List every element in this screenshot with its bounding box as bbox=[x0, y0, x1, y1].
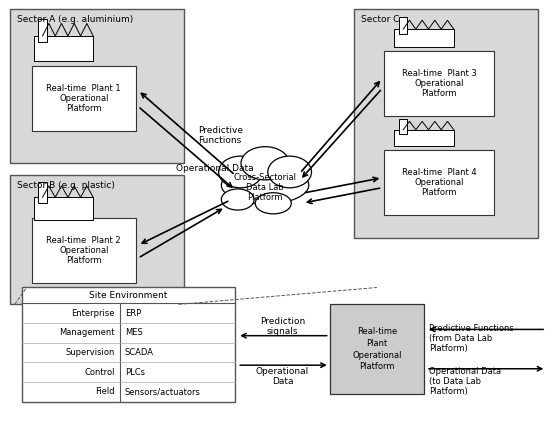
Text: Real-time: Real-time bbox=[357, 327, 397, 336]
Text: Operational: Operational bbox=[256, 367, 309, 376]
Text: Operational: Operational bbox=[414, 178, 464, 187]
Bar bbox=[399, 17, 408, 34]
Ellipse shape bbox=[268, 156, 311, 188]
Bar bbox=[10, 175, 184, 304]
Bar bbox=[394, 29, 454, 47]
Bar bbox=[329, 304, 424, 394]
Bar bbox=[39, 182, 47, 203]
Text: Operational: Operational bbox=[59, 246, 108, 255]
Bar bbox=[31, 66, 136, 130]
Text: Control: Control bbox=[85, 368, 115, 377]
Text: ERP: ERP bbox=[125, 309, 141, 318]
Text: Supervision: Supervision bbox=[65, 348, 115, 357]
Text: Management: Management bbox=[59, 328, 115, 338]
Text: Sensors/actuators: Sensors/actuators bbox=[125, 387, 201, 396]
Text: Operational: Operational bbox=[414, 79, 464, 88]
Text: Platform): Platform) bbox=[429, 344, 468, 353]
Bar bbox=[394, 130, 454, 146]
Text: Data Lab: Data Lab bbox=[246, 183, 284, 192]
Text: Platform): Platform) bbox=[429, 387, 468, 396]
Text: Sector A (e.g. aluminium): Sector A (e.g. aluminium) bbox=[16, 15, 133, 24]
Ellipse shape bbox=[221, 189, 254, 210]
Ellipse shape bbox=[255, 193, 292, 214]
Bar bbox=[39, 19, 47, 42]
Text: Platform: Platform bbox=[359, 362, 394, 371]
Text: (from Data Lab: (from Data Lab bbox=[429, 334, 492, 343]
Ellipse shape bbox=[221, 166, 309, 204]
Text: SCADA: SCADA bbox=[125, 348, 154, 357]
Bar bbox=[384, 150, 493, 215]
Text: Platform: Platform bbox=[248, 192, 283, 202]
Text: Prediction: Prediction bbox=[260, 317, 305, 326]
Text: Predictive: Predictive bbox=[199, 126, 244, 135]
Text: Real-time  Plant 1: Real-time Plant 1 bbox=[46, 84, 121, 93]
Text: signals: signals bbox=[267, 327, 298, 336]
Bar bbox=[34, 36, 93, 61]
Text: Real-time  Plant 3: Real-time Plant 3 bbox=[402, 69, 476, 78]
Text: Sector C: Sector C bbox=[361, 15, 400, 24]
Text: Operational: Operational bbox=[352, 351, 402, 360]
Bar bbox=[399, 119, 408, 134]
Bar bbox=[384, 51, 493, 116]
Text: Site Environment: Site Environment bbox=[89, 291, 168, 300]
Ellipse shape bbox=[241, 147, 289, 180]
Text: Field: Field bbox=[95, 387, 115, 396]
Text: Data: Data bbox=[272, 376, 293, 386]
Text: Platform: Platform bbox=[66, 104, 102, 113]
Text: PLCs: PLCs bbox=[125, 368, 145, 377]
Text: Platform: Platform bbox=[421, 89, 456, 98]
Text: MES: MES bbox=[125, 328, 142, 338]
Bar bbox=[21, 287, 235, 402]
Text: Sector B (e.g. plastic): Sector B (e.g. plastic) bbox=[16, 181, 114, 190]
Text: Cross-Sectorial: Cross-Sectorial bbox=[234, 173, 296, 182]
Text: Plant: Plant bbox=[366, 338, 387, 348]
Text: Functions: Functions bbox=[199, 136, 242, 145]
Text: Predictive Functions: Predictive Functions bbox=[429, 324, 514, 333]
Text: Platform: Platform bbox=[421, 188, 456, 197]
Bar bbox=[34, 197, 93, 220]
Bar bbox=[10, 9, 184, 163]
Text: Operational Data: Operational Data bbox=[429, 367, 501, 376]
Ellipse shape bbox=[218, 156, 262, 188]
Text: Platform: Platform bbox=[66, 256, 102, 265]
Bar bbox=[31, 218, 136, 282]
Text: Enterprise: Enterprise bbox=[72, 309, 115, 318]
Text: (to Data Lab: (to Data Lab bbox=[429, 377, 481, 386]
Text: Operational: Operational bbox=[59, 94, 108, 103]
Text: Real-time  Plant 4: Real-time Plant 4 bbox=[402, 168, 476, 177]
Bar bbox=[354, 9, 538, 238]
Text: Real-time  Plant 2: Real-time Plant 2 bbox=[46, 236, 121, 245]
Text: Operational Data: Operational Data bbox=[175, 164, 254, 173]
